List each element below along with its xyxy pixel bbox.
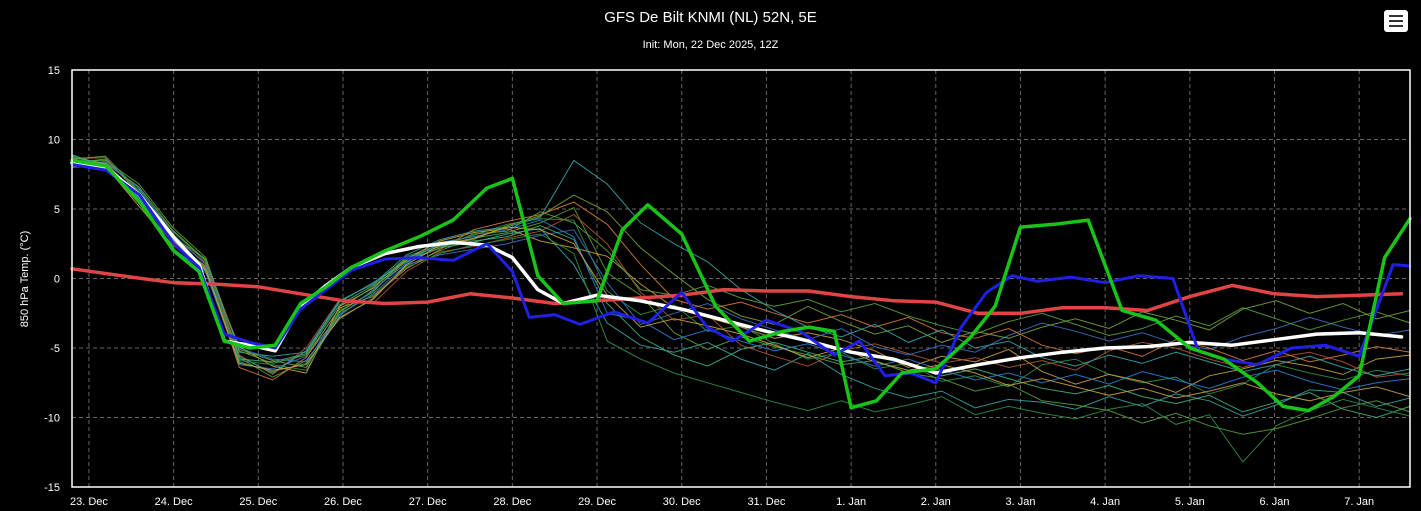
x-tick-label: 23. Dec xyxy=(70,496,108,508)
menu-bar-icon xyxy=(1389,20,1403,22)
ensemble-member-line xyxy=(71,158,1411,419)
y-tick-label: 0 xyxy=(54,274,60,286)
climatology-line xyxy=(70,267,1404,316)
y-tick-label: 15 xyxy=(48,65,60,77)
x-tick-label: 5. Jan xyxy=(1175,496,1205,508)
chart-subtitle: Init: Mon, 22 Dec 2025, 12Z xyxy=(642,39,779,51)
x-tick-label: 4. Jan xyxy=(1090,496,1120,508)
x-tick-label: 2. Jan xyxy=(921,496,951,508)
ensemble-member-line xyxy=(71,161,1411,391)
plot-border xyxy=(71,69,1411,488)
y-axis-title: 850 hPa Temp. (°C) xyxy=(19,231,31,328)
x-tick-label: 30. Dec xyxy=(663,496,701,508)
ensemble-member-line xyxy=(71,165,1411,394)
x-tick-label: 28. Dec xyxy=(493,496,531,508)
y-tick-label: 5 xyxy=(54,204,60,216)
x-tick-label: 3. Jan xyxy=(1005,496,1035,508)
grid-lines xyxy=(72,69,1410,488)
chart-title: GFS De Bilt KNMI (NL) 52N, 5E xyxy=(604,9,817,26)
y-tick-label: -15 xyxy=(44,482,60,494)
x-axis-ticks: 23. Dec 24. Dec 25. Dec 26. Dec 27. Dec 28. D… xyxy=(70,496,1374,508)
y-axis-ticks: -15 -10 -5 0 5 10 15 xyxy=(44,65,60,494)
x-tick-label: 24. Dec xyxy=(155,496,193,508)
x-tick-label: 31. Dec xyxy=(747,496,785,508)
menu-bar-icon xyxy=(1389,25,1403,27)
hamburger-menu-icon[interactable] xyxy=(1384,10,1408,32)
y-tick-label: -5 xyxy=(50,343,60,355)
ensemble-member-line xyxy=(71,154,1411,395)
menu-bar-icon xyxy=(1389,15,1403,17)
operational-line xyxy=(70,163,1412,385)
x-tick-label: 26. Dec xyxy=(324,496,362,508)
x-tick-label: 7. Jan xyxy=(1344,496,1374,508)
x-tick-label: 27. Dec xyxy=(409,496,447,508)
x-tick-label: 25. Dec xyxy=(239,496,277,508)
x-tick-label: 6. Jan xyxy=(1260,496,1290,508)
y-tick-label: -10 xyxy=(44,413,60,425)
ensemble-member-line xyxy=(71,163,1411,463)
main-series xyxy=(70,158,1412,413)
x-tick-label: 1. Jan xyxy=(836,496,866,508)
ensemble-members xyxy=(71,154,1411,463)
ensemble-member-line xyxy=(71,165,1411,370)
y-tick-label: 10 xyxy=(48,135,60,147)
control-line xyxy=(70,158,1412,413)
ensemble-member-line xyxy=(71,159,1411,435)
x-tick-label: 29. Dec xyxy=(578,496,616,508)
